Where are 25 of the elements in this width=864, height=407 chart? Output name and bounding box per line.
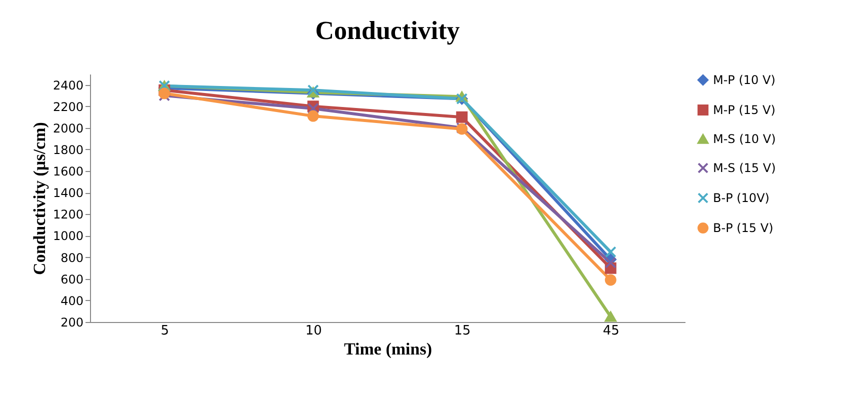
y-tick-label: 200 bbox=[60, 316, 84, 330]
legend-label: B-P (15 V) bbox=[713, 221, 774, 235]
y-tick-label: 400 bbox=[60, 294, 84, 308]
y-tick-label: 1400 bbox=[52, 186, 84, 200]
x-axis-title: Time (mins) bbox=[344, 340, 432, 358]
y-axis-title: Conductivity (µs/cm) bbox=[30, 122, 49, 275]
y-tick-label: 2200 bbox=[52, 100, 84, 114]
legend-label: B-P (10V) bbox=[713, 191, 770, 205]
x-tick-label: 45 bbox=[602, 324, 620, 338]
y-tick-label: 600 bbox=[60, 272, 84, 286]
legend-label: M-P (15 V) bbox=[713, 103, 776, 117]
legend-label: M-P (10 V) bbox=[713, 73, 776, 87]
y-tick-label: 2000 bbox=[52, 121, 84, 136]
y-tick-label: 800 bbox=[60, 250, 84, 265]
x-tick-label: 10 bbox=[305, 324, 322, 338]
y-tick-label: 1200 bbox=[52, 208, 84, 222]
x-tick-label: 5 bbox=[160, 324, 170, 338]
chart-title: Conductivity bbox=[315, 16, 460, 45]
legend-label: M-S (15 V) bbox=[713, 161, 776, 175]
y-tick-label: 2400 bbox=[52, 78, 84, 92]
y-tick-label: 1600 bbox=[52, 164, 84, 179]
y-tick-label: 1800 bbox=[52, 142, 84, 157]
x-tick-label: 15 bbox=[454, 324, 471, 338]
y-tick-label: 1000 bbox=[52, 229, 84, 244]
legend-label: M-S (10 V) bbox=[713, 132, 776, 146]
